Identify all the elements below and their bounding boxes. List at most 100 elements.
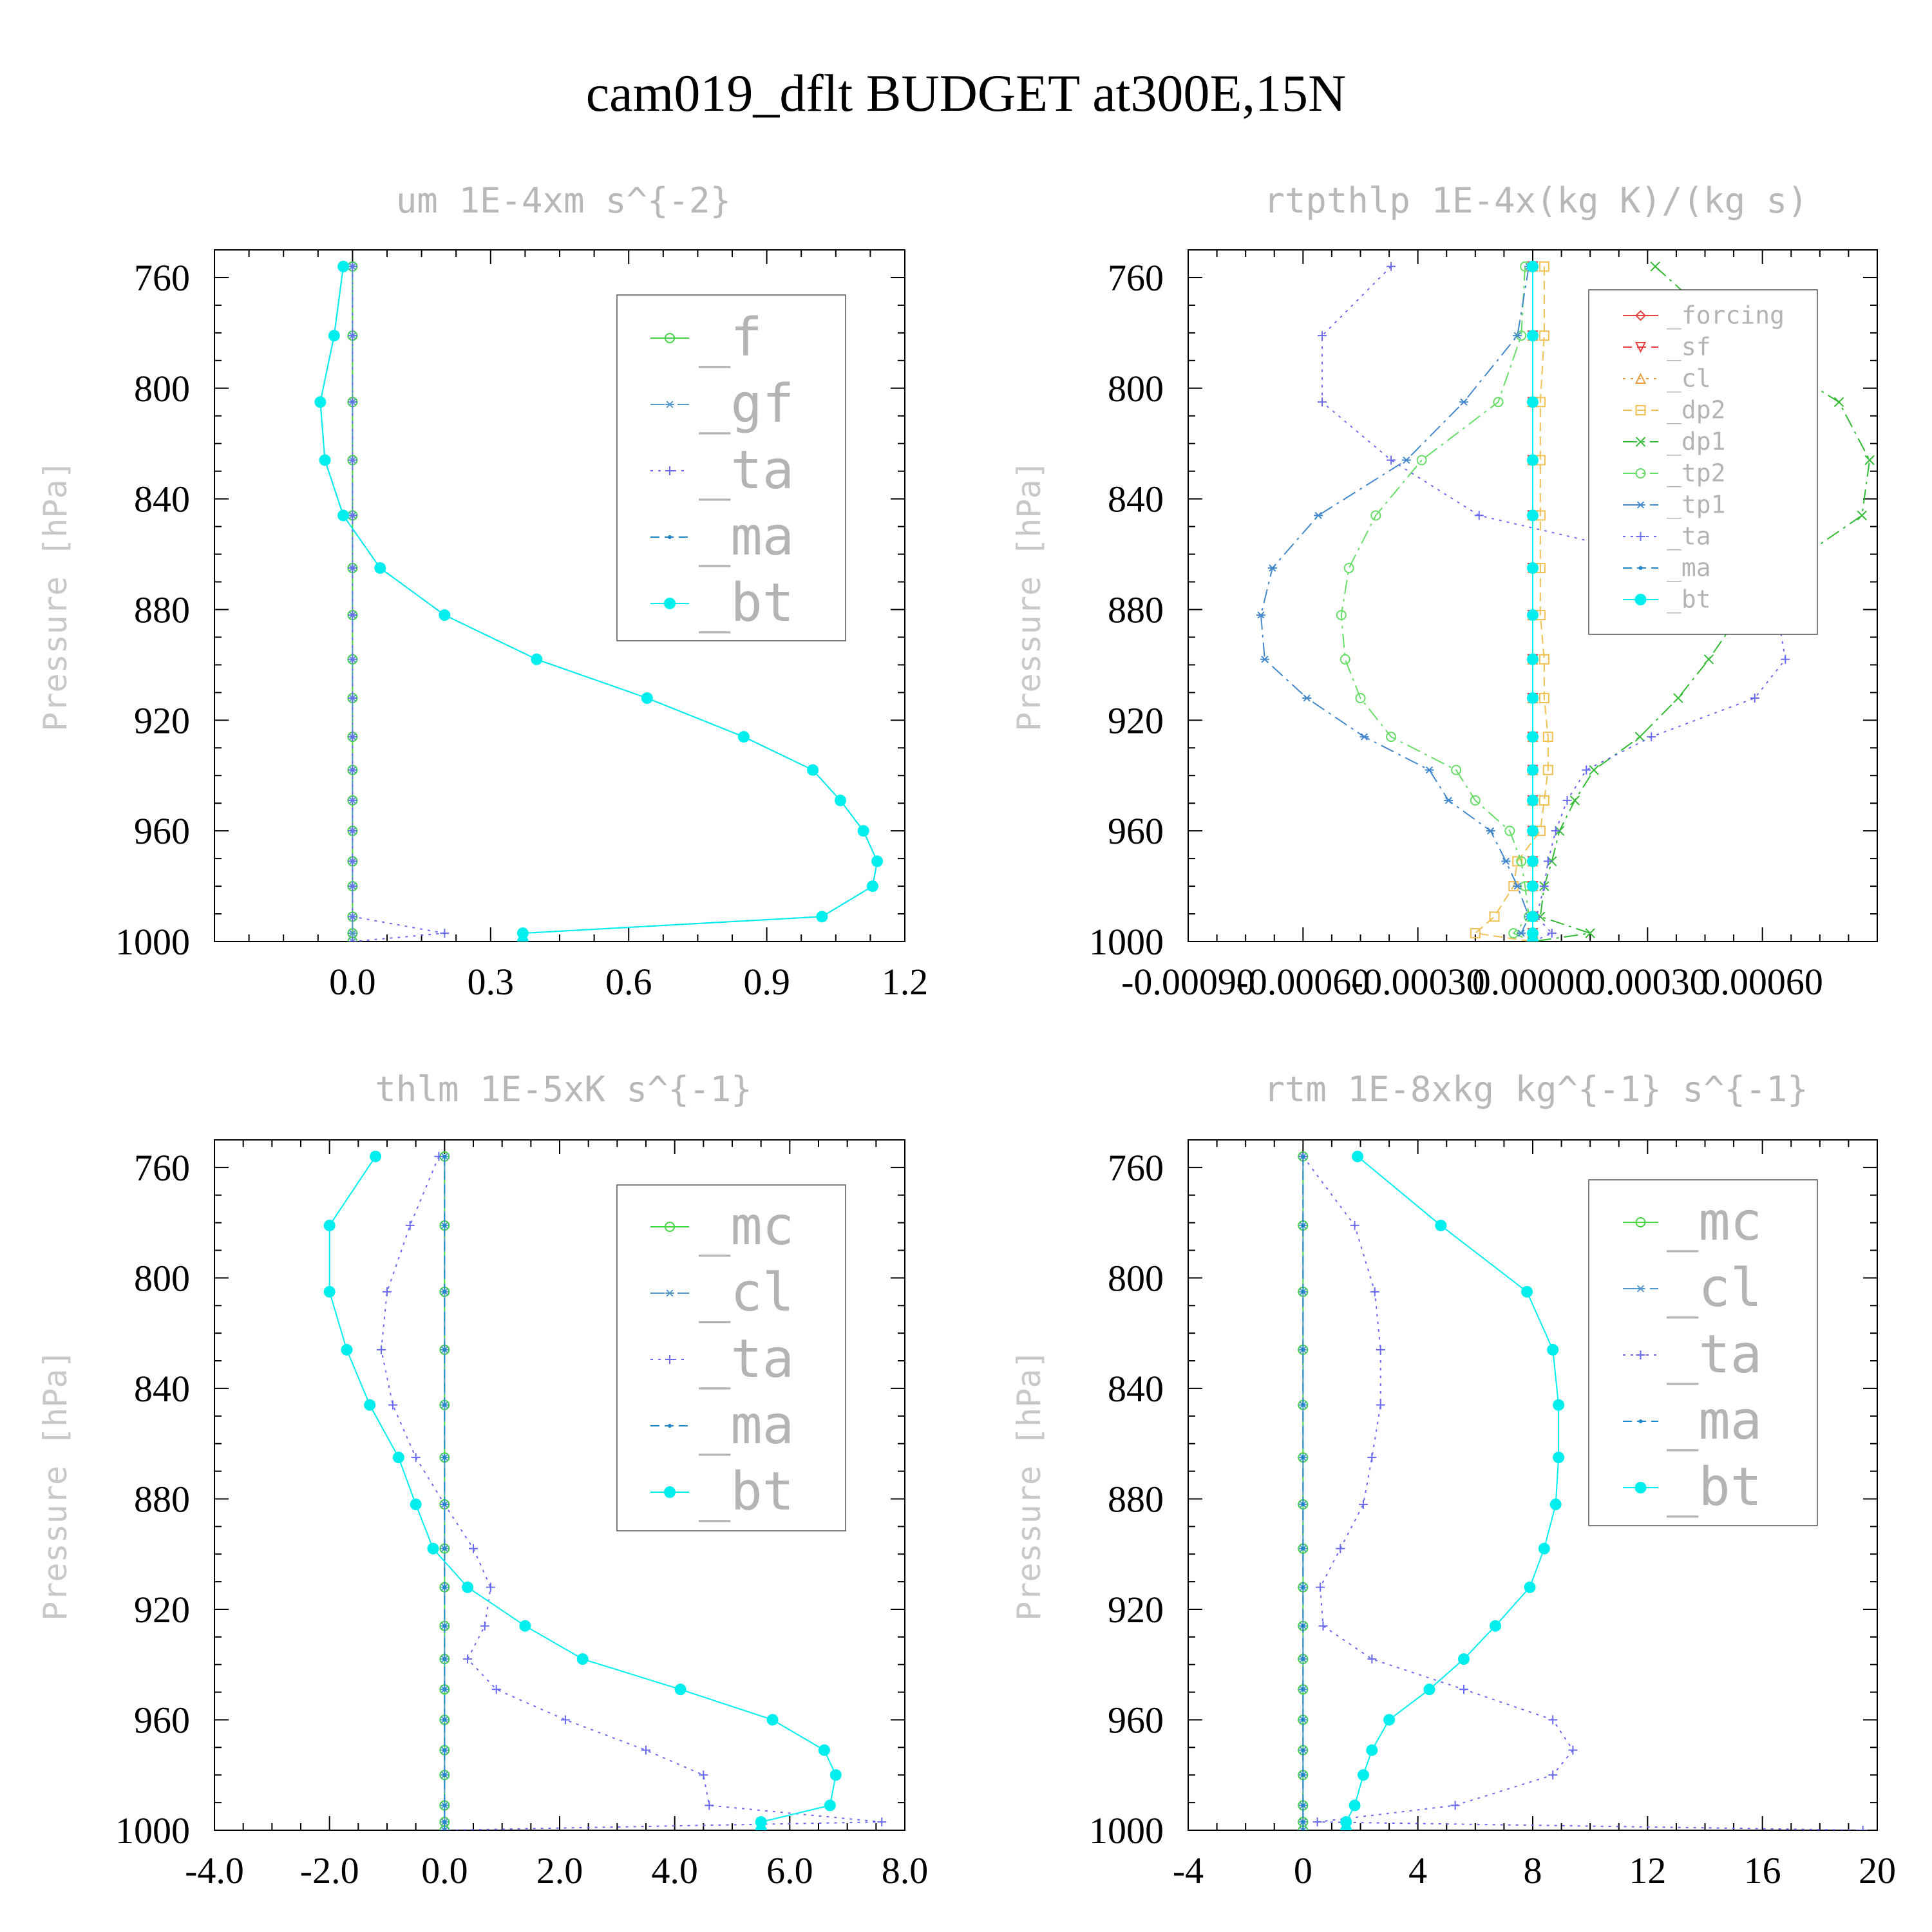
data-point: [1527, 855, 1539, 867]
data-point: [442, 1828, 447, 1830]
data-point: [877, 1817, 887, 1827]
data-point: [348, 765, 357, 775]
data-point: [442, 1289, 447, 1294]
data-point: [1527, 454, 1539, 466]
data-point: [824, 1799, 836, 1812]
data-point: [348, 511, 357, 520]
data-point: [370, 1150, 382, 1162]
panel-1: um 1E-4xm s^{-2} Pressure [hPa] 760 800 840 8…: [37, 180, 928, 1003]
legend-label: _bt: [1667, 585, 1711, 614]
data-point: [348, 331, 357, 341]
data-point: [1459, 1685, 1468, 1694]
data-point: [337, 509, 350, 522]
data-point: [1585, 928, 1595, 938]
y-tick-label: 800: [134, 368, 190, 410]
y-tick-label: 880: [1108, 1478, 1164, 1520]
data-point: [1864, 455, 1875, 466]
series-line-tp1: [1260, 266, 1533, 942]
panel-title: thlm 1E-5xK s^{-1}: [375, 1069, 752, 1110]
y-tick-label: 1000: [1089, 1810, 1164, 1852]
data-point: [1352, 1150, 1364, 1162]
data-point: [348, 937, 357, 942]
data-point: [834, 794, 846, 806]
data-point: [1527, 731, 1539, 743]
data-point: [1336, 1544, 1345, 1553]
data-point: [442, 1687, 447, 1692]
legend-box: [1588, 1179, 1818, 1526]
data-point: [1542, 732, 1553, 743]
data-point: [337, 260, 350, 272]
data-point: [519, 1620, 531, 1632]
data-point: [405, 1220, 415, 1230]
x-tick-label: 4: [1408, 1850, 1427, 1891]
legend-label: _ta: [1667, 522, 1711, 551]
y-tick-label: 960: [1108, 1699, 1164, 1741]
data-point: [1312, 1817, 1322, 1827]
x-tick-label: 0.00060: [1701, 961, 1823, 1003]
y-tick-label: 1000: [1089, 921, 1164, 963]
data-point: [1589, 764, 1599, 775]
y-axis-label: Pressure [hPa]: [37, 460, 74, 731]
legend-label: _forcing: [1667, 301, 1785, 330]
data-point: [442, 1585, 447, 1589]
series-line-dp2: [1473, 266, 1549, 942]
data-point: [348, 857, 357, 866]
data-point: [1539, 882, 1549, 891]
y-axis-label: Pressure [hPa]: [37, 1349, 74, 1620]
data-point: [442, 1347, 447, 1352]
data-point: [1470, 795, 1481, 806]
legend-marker: [668, 535, 672, 539]
data-point: [1673, 693, 1683, 703]
x-tick-label: -0.00030: [1351, 961, 1485, 1003]
legend-marker: [665, 466, 674, 475]
legend-marker: [1635, 310, 1646, 321]
data-point: [1501, 857, 1511, 866]
y-tick-label: 920: [1108, 699, 1164, 741]
data-point: [816, 911, 828, 923]
data-point: [1357, 1769, 1369, 1781]
legend-marker: [1636, 1350, 1645, 1359]
x-tick-label: -0.00090: [1121, 961, 1255, 1003]
x-tick-label: 16: [1744, 1850, 1781, 1891]
data-point: [1301, 1546, 1305, 1551]
legend-marker: [1636, 1285, 1645, 1293]
data-point: [1387, 261, 1396, 271]
x-tick-label: -4: [1173, 1850, 1204, 1891]
data-point: [348, 732, 357, 742]
data-point: [442, 1223, 447, 1227]
data-point: [1513, 332, 1522, 339]
y-tick-label: 840: [134, 478, 190, 520]
data-point: [1490, 1620, 1502, 1632]
data-point: [560, 1715, 570, 1725]
legend-label: _bt: [1667, 1457, 1762, 1518]
data-point: [1517, 929, 1526, 937]
figure-title: cam019_dflt BUDGET at300E,15N: [586, 64, 1346, 122]
data-point: [411, 1453, 421, 1463]
data-point: [755, 1824, 767, 1830]
data-point: [857, 825, 869, 837]
data-point: [442, 1773, 447, 1777]
data-point: [1435, 1219, 1447, 1231]
legend-label: _gf: [699, 374, 794, 435]
data-point: [442, 1154, 447, 1159]
y-tick-label: 920: [134, 1589, 190, 1631]
data-point: [434, 1151, 444, 1161]
legend-marker: [664, 1486, 676, 1498]
y-tick-label: 760: [134, 1147, 190, 1189]
legend-label: _cl: [699, 1262, 794, 1323]
data-point: [1548, 1715, 1558, 1725]
data-point: [1703, 654, 1714, 665]
data-point: [705, 1801, 714, 1810]
legend-marker: [664, 598, 676, 609]
x-tick-label: 12: [1629, 1850, 1666, 1891]
data-point: [1553, 1399, 1565, 1411]
data-point: [1547, 1343, 1559, 1356]
data-point: [1489, 911, 1500, 922]
x-tick-label: 8.0: [882, 1850, 929, 1891]
data-point: [1450, 1801, 1460, 1810]
y-tick-label: 960: [134, 810, 190, 852]
data-point: [516, 936, 529, 942]
data-point: [1301, 1828, 1305, 1830]
data-point: [1527, 764, 1539, 776]
legend-marker: [1634, 372, 1647, 384]
